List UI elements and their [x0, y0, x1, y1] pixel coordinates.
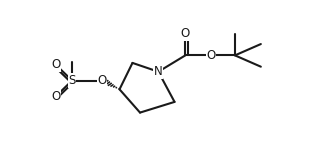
Text: O: O: [98, 74, 107, 87]
Text: O: O: [51, 58, 61, 71]
Text: O: O: [51, 90, 61, 103]
Text: N: N: [154, 65, 163, 78]
Text: O: O: [181, 27, 190, 40]
Text: O: O: [207, 49, 216, 62]
Text: S: S: [68, 74, 76, 87]
